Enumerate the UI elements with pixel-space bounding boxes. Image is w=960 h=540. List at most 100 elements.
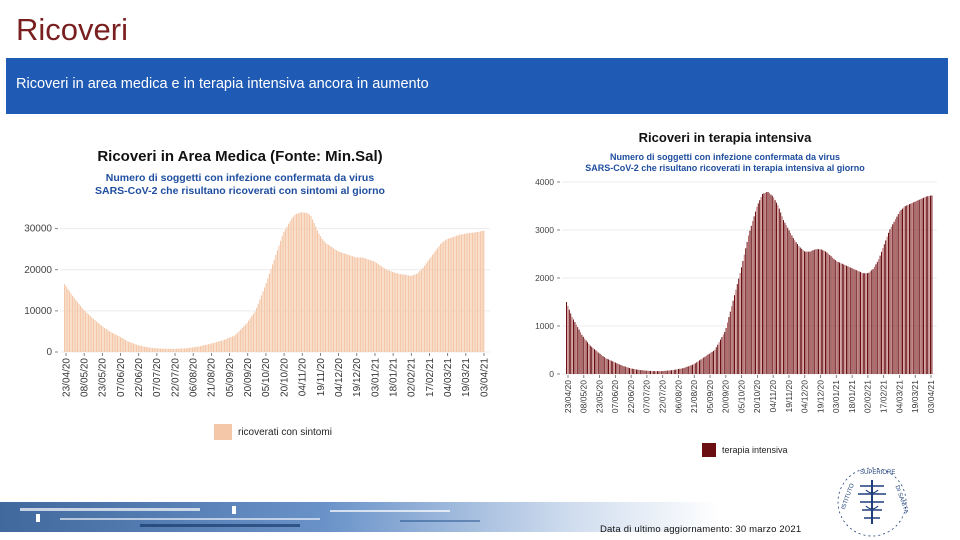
data-bar <box>334 249 336 352</box>
y-tick-label: 4000 <box>535 177 554 187</box>
data-bar <box>718 342 720 374</box>
data-bar <box>671 370 672 374</box>
data-bar <box>878 259 880 374</box>
data-bar <box>264 287 266 352</box>
data-bar <box>412 275 414 352</box>
data-bar <box>356 257 358 352</box>
y-tick-label: 0 <box>549 369 554 379</box>
data-bar <box>188 347 190 352</box>
data-bar <box>577 327 579 374</box>
data-bar <box>129 342 131 352</box>
data-bar <box>443 241 445 352</box>
data-bar <box>795 242 797 374</box>
data-bar <box>454 236 456 352</box>
data-bar <box>424 265 426 352</box>
data-bar <box>318 233 320 352</box>
data-bar <box>699 360 700 374</box>
data-bar <box>783 220 784 374</box>
data-bar <box>792 237 794 374</box>
data-bar <box>139 345 141 352</box>
data-bar <box>185 348 187 352</box>
x-tick-label: 03/01/21 <box>831 380 841 413</box>
data-bar <box>112 332 114 352</box>
data-bar <box>81 308 83 352</box>
data-bar <box>715 347 717 374</box>
data-bar <box>273 259 275 352</box>
data-bar <box>602 355 604 374</box>
chart-subtitle-line-1: Numero di soggetti con infezione conferm… <box>105 172 375 184</box>
data-bar <box>864 273 866 374</box>
data-bar <box>252 313 254 352</box>
data-bar <box>427 261 429 352</box>
data-bar <box>641 370 643 374</box>
data-bar <box>102 326 104 352</box>
data-bar <box>163 348 165 352</box>
data-bar <box>920 199 922 374</box>
data-bar <box>219 341 221 352</box>
data-bar <box>815 249 817 374</box>
data-bar <box>580 332 581 374</box>
data-bar <box>220 340 222 352</box>
data-bar <box>243 326 245 352</box>
data-bar <box>930 195 931 374</box>
data-bar <box>890 226 892 374</box>
data-bar <box>164 348 166 352</box>
data-bar <box>440 243 442 352</box>
data-bar <box>414 274 416 352</box>
data-bar <box>369 260 371 352</box>
data-bar <box>201 345 203 352</box>
data-bar <box>411 275 413 352</box>
data-bar <box>622 365 623 374</box>
x-tick-label: 23/04/20 <box>563 380 573 413</box>
data-bar <box>388 270 390 352</box>
data-bar <box>662 371 664 374</box>
data-bar <box>753 216 755 374</box>
y-tick-label: 30000 <box>24 224 52 235</box>
data-bar <box>233 335 235 352</box>
data-bar <box>332 248 334 352</box>
data-bar <box>836 261 838 374</box>
data-bar <box>401 274 403 352</box>
data-bar <box>918 199 920 374</box>
chart-subtitle: Numero di soggetti con infezione conferm… <box>0 172 490 198</box>
data-bar <box>857 270 859 374</box>
data-bar <box>211 343 213 352</box>
data-bar <box>570 313 572 374</box>
data-bar <box>731 306 733 374</box>
data-bar <box>692 364 693 374</box>
data-bar <box>425 263 427 352</box>
data-bar <box>196 346 198 352</box>
data-bar <box>682 368 684 374</box>
data-bar <box>610 360 612 374</box>
data-bar <box>281 236 283 352</box>
data-bar <box>678 369 679 374</box>
data-bar <box>693 364 695 374</box>
x-tick-label: 08/05/20 <box>80 358 91 397</box>
data-bar <box>182 348 184 352</box>
data-bar <box>198 346 200 352</box>
x-tick-label: 02/02/21 <box>863 380 873 413</box>
data-bar <box>478 231 480 352</box>
data-bar <box>404 274 406 352</box>
data-bar <box>837 261 839 374</box>
data-bar <box>470 232 472 352</box>
data-bar <box>657 371 658 374</box>
data-bar <box>304 212 306 352</box>
data-bar <box>869 271 871 374</box>
data-bar <box>217 341 219 352</box>
data-bar <box>436 248 438 352</box>
data-bar <box>617 363 619 374</box>
data-bar <box>734 295 735 374</box>
data-bar <box>300 212 302 352</box>
x-tick-label: 04/03/21 <box>894 380 904 413</box>
data-bar <box>574 322 576 374</box>
data-bar <box>904 206 906 374</box>
data-bar <box>587 342 588 374</box>
legend-swatch <box>214 424 232 440</box>
iss-logo: ISTITUTO SUPERIORE DI SANITÀ <box>837 467 908 537</box>
data-bar <box>148 347 150 352</box>
data-bar <box>464 233 466 352</box>
x-tick-label: 20/10/20 <box>279 358 290 397</box>
data-bar <box>839 262 840 374</box>
data-bar <box>816 249 818 374</box>
